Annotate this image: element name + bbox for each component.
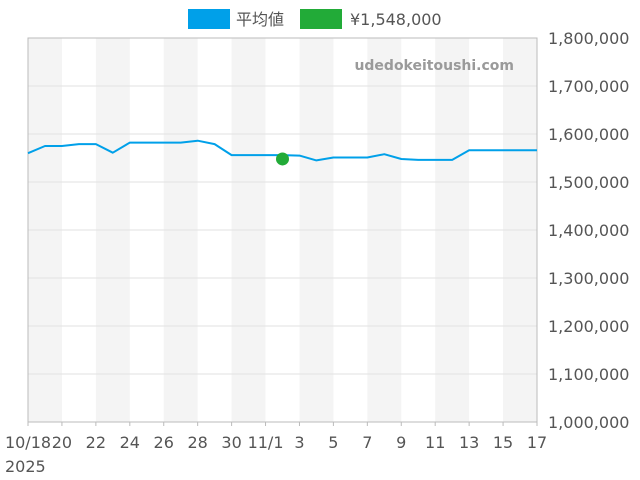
x-tick-label: 20 <box>52 433 72 452</box>
price-point[interactable] <box>276 152 289 166</box>
x-tick-label: 30 <box>221 433 241 452</box>
y-tick-label: 1,800,000 <box>548 29 629 48</box>
x-tick-label: 24 <box>120 433 140 452</box>
x-tick-label: 13 <box>459 433 479 452</box>
x-tick-label: 11/1 <box>248 433 284 452</box>
y-axis-ticks: 1,000,000 1,100,000 1,200,000 1,300,000 1,40… <box>548 29 629 432</box>
y-tick-label: 1,700,000 <box>548 77 629 96</box>
y-tick-label: 1,300,000 <box>548 269 629 288</box>
x-axis-ticks: 10/18 20 22 24 26 28 30 11/1 3 5 7 9 11 13 15 17 <box>5 422 547 452</box>
x-tick-label: 26 <box>154 433 174 452</box>
legend-label-price[interactable]: ¥1,548,000 <box>350 10 442 29</box>
plot-frame <box>27 37 538 423</box>
points-layer <box>276 152 289 166</box>
y-tick-label: 1,200,000 <box>548 317 629 336</box>
y-tick-label: 1,600,000 <box>548 125 629 144</box>
x-tick-label: 5 <box>328 433 338 452</box>
x-tick-label: 3 <box>294 433 304 452</box>
x-tick-label: 17 <box>527 433 547 452</box>
watermark: udedokeitoushi.com <box>354 58 514 74</box>
x-tick-label: 7 <box>362 433 372 452</box>
x-tick-label: 11 <box>425 433 445 452</box>
legend-label-average[interactable]: 平均値 <box>236 10 284 29</box>
y-tick-label: 1,400,000 <box>548 221 629 240</box>
y-tick-label: 1,000,000 <box>548 413 629 432</box>
x-tick-label: 22 <box>86 433 106 452</box>
legend: 平均値 ¥1,548,000 <box>188 9 442 29</box>
y-tick-label: 1,100,000 <box>548 365 629 384</box>
y-tick-label: 1,500,000 <box>548 173 629 192</box>
x-tick-label: 9 <box>396 433 406 452</box>
legend-swatch-price[interactable] <box>300 9 342 29</box>
x-tick-label: 10/18 <box>5 433 51 452</box>
legend-swatch-average[interactable] <box>188 9 230 29</box>
x-tick-label: 28 <box>187 433 207 452</box>
x-tick-label: 15 <box>493 433 513 452</box>
x-axis-year-label: 2025 <box>5 457 46 476</box>
